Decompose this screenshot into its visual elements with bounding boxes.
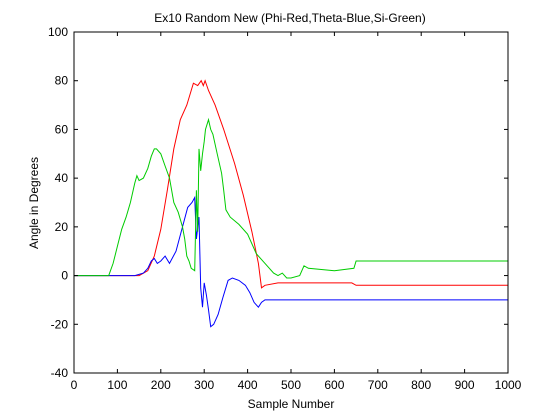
series-line-2 (74, 195, 508, 328)
x-tick-label: 200 (151, 378, 171, 392)
y-tick-label: 100 (48, 25, 68, 39)
x-tick-label: 500 (281, 378, 301, 392)
y-tick-label: -40 (51, 366, 69, 380)
x-tick-label: 600 (324, 378, 344, 392)
chart-title: Ex10 Random New (Phi-Red,Theta-Blue,Si-G… (154, 11, 425, 25)
y-tick-label: 40 (55, 171, 69, 185)
x-tick-label: 700 (368, 378, 388, 392)
x-tick-label: 1000 (495, 378, 522, 392)
x-tick-label: 100 (107, 378, 127, 392)
series-line-1 (74, 79, 508, 289)
y-tick-label: 60 (55, 122, 69, 136)
y-tick-label: 20 (55, 220, 69, 234)
x-axis-label: Sample Number (248, 397, 335, 411)
x-tick-label: 900 (455, 378, 475, 392)
y-tick-label: -20 (51, 317, 69, 331)
x-tick-label: 400 (238, 378, 258, 392)
y-axis-ticks: -40 -20 0 20 40 60 80 100 (48, 25, 508, 380)
plot-series (74, 79, 508, 328)
x-tick-label: 300 (194, 378, 214, 392)
y-tick-label: 80 (55, 74, 69, 88)
y-tick-label: 0 (61, 269, 68, 283)
x-axis-ticks: 0 100 200 300 400 500 600 700 800 900 1000 (71, 32, 522, 392)
series-line-3 (74, 117, 508, 279)
x-tick-label: 0 (71, 378, 78, 392)
y-axis-label: Angle in Degrees (27, 157, 41, 249)
x-tick-label: 800 (411, 378, 431, 392)
